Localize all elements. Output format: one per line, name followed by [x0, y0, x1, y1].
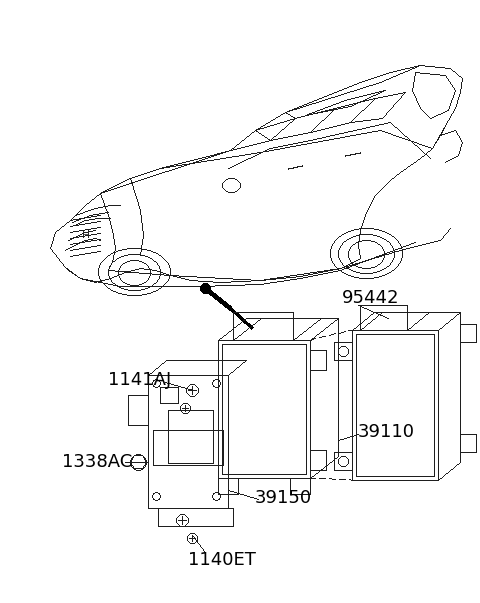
Text: 1140ET: 1140ET: [188, 551, 256, 569]
Text: 39150: 39150: [255, 489, 312, 507]
Text: 1338AC: 1338AC: [62, 453, 132, 471]
Text: 1141AJ: 1141AJ: [108, 371, 171, 389]
Text: 95442: 95442: [342, 289, 399, 307]
Text: 39110: 39110: [358, 423, 415, 441]
